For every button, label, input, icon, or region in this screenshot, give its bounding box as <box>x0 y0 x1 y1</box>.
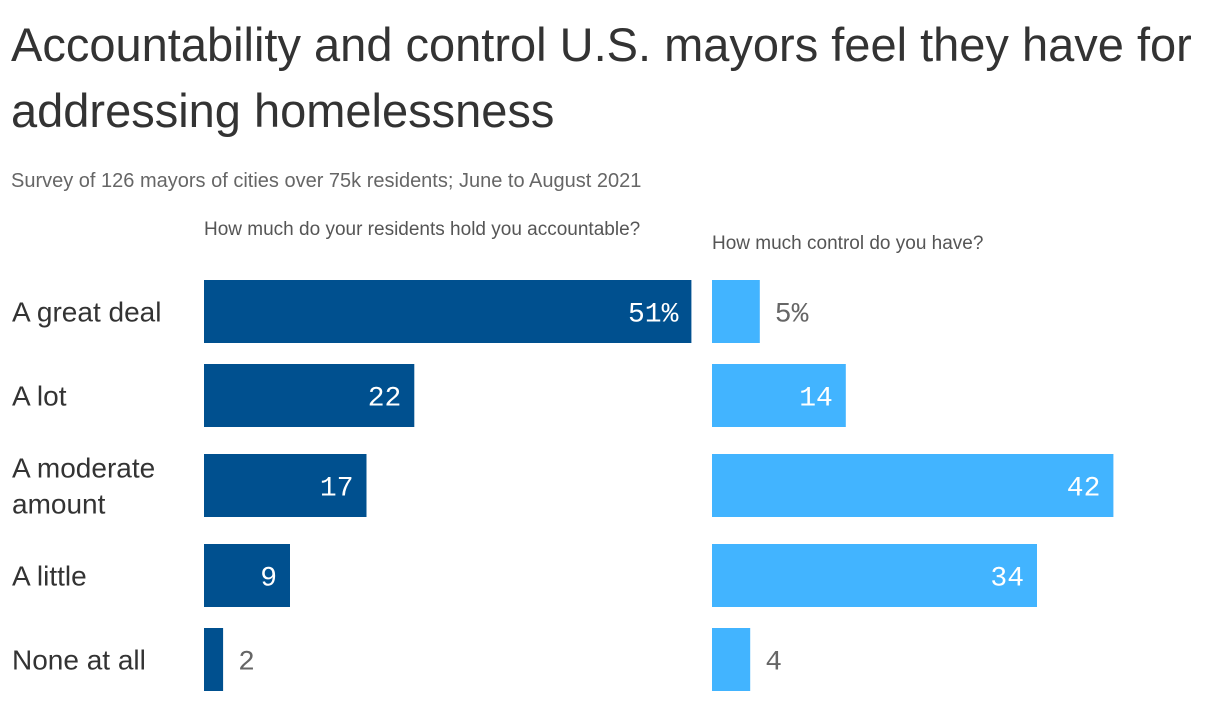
accountable-value-label: 9 <box>260 564 277 595</box>
accountable-bar <box>204 280 692 343</box>
control-bar <box>712 544 1037 607</box>
category-label: A lot <box>12 381 67 412</box>
control-value-label: 14 <box>799 384 833 415</box>
accountable-value-label: 17 <box>320 474 354 505</box>
control-bar <box>712 628 751 691</box>
accountable-value-label: 22 <box>368 384 402 415</box>
accountable-panel-header: How much do your residents hold you acco… <box>204 219 641 240</box>
control-bar <box>712 454 1114 517</box>
control-value-label: 4 <box>765 648 782 679</box>
chart-subtitle: Survey of 126 mayors of cities over 75k … <box>11 170 642 192</box>
control-value-label: 34 <box>990 564 1024 595</box>
accountable-bar <box>204 364 415 427</box>
accountable-value-label: 2 <box>238 648 255 679</box>
category-label-line: A moderate <box>12 453 155 484</box>
control-bar <box>712 280 760 343</box>
control-value-label: 42 <box>1067 474 1101 505</box>
control-panel-header: How much control do you have? <box>712 233 984 254</box>
control-bar <box>712 364 846 427</box>
accountable-bar <box>204 544 290 607</box>
category-label-line: A great deal <box>12 297 161 328</box>
category-label: None at all <box>12 645 146 676</box>
accountable-bar <box>204 628 224 691</box>
control-value-label: 5% <box>775 300 809 331</box>
chart-title: Accountability and control U.S. mayors f… <box>11 18 1192 137</box>
category-label-line: None at all <box>12 645 146 676</box>
accountable-value-label: 51% <box>628 300 679 331</box>
category-label-line: amount <box>12 489 106 520</box>
category-label: A great deal <box>12 297 161 328</box>
accountable-bar <box>204 454 367 517</box>
category-label: A little <box>12 561 87 592</box>
category-label-line: A little <box>12 561 87 592</box>
category-label: A moderate amount <box>12 453 155 520</box>
category-label-line: A lot <box>12 381 67 412</box>
